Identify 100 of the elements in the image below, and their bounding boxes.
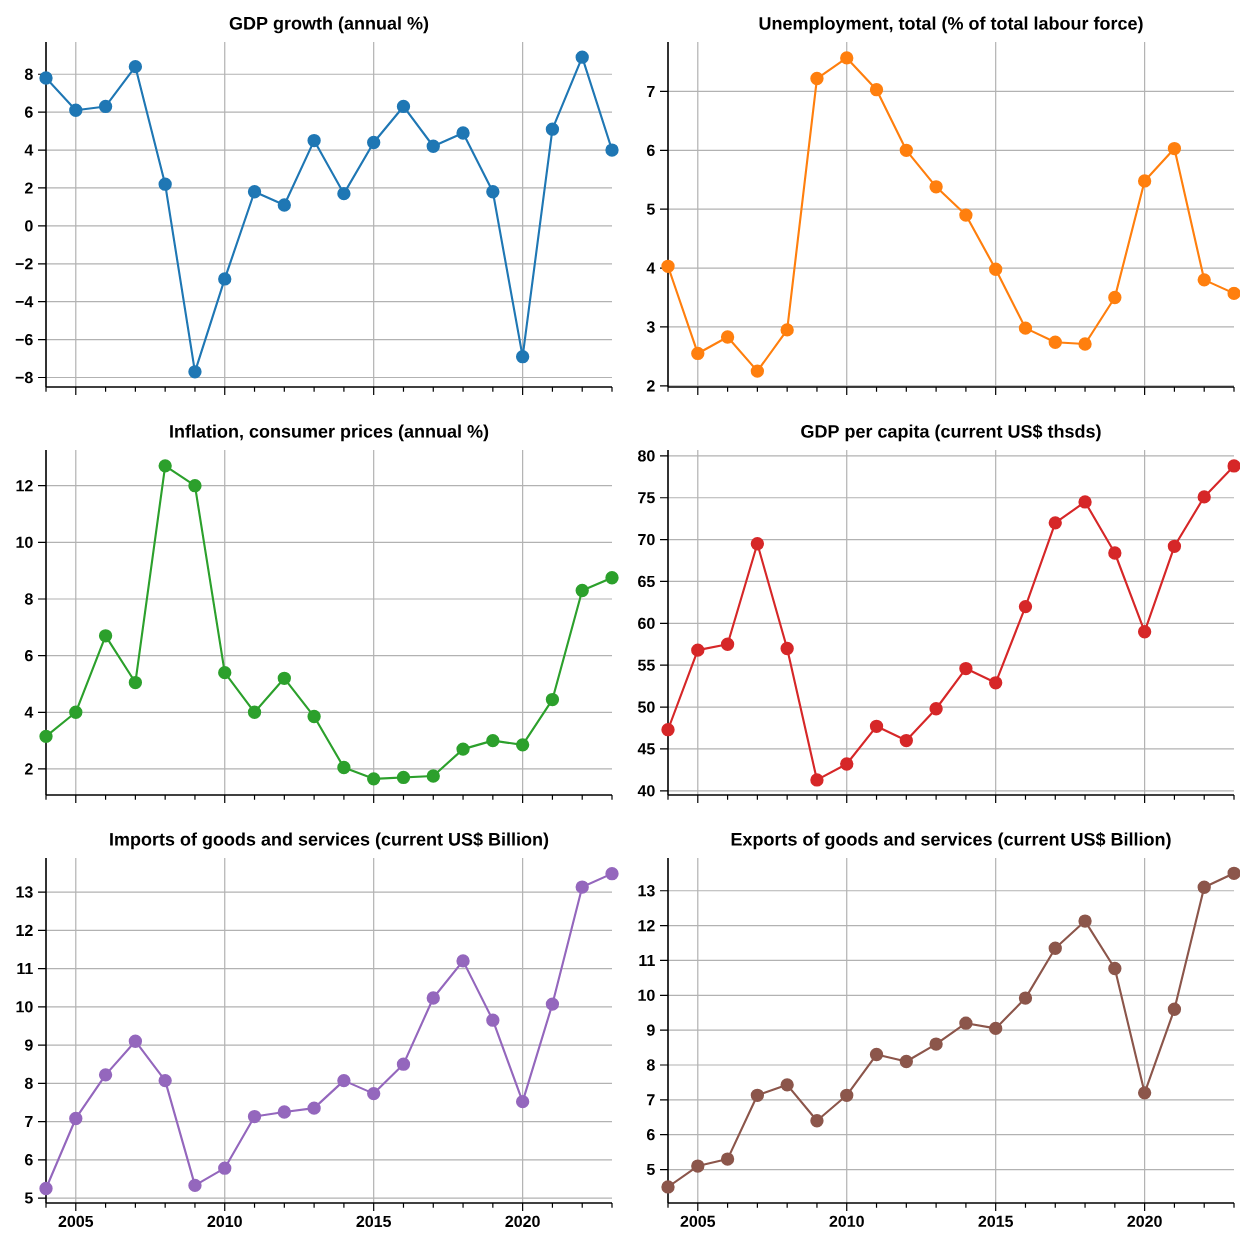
x-tick-label: 2005: [680, 1215, 716, 1228]
point: [158, 459, 172, 473]
point: [426, 991, 440, 1005]
point: [575, 583, 589, 598]
point: [869, 719, 884, 734]
point: [515, 738, 530, 752]
point: [720, 1152, 735, 1166]
y-tick-label: 13: [638, 885, 655, 897]
point: [1108, 546, 1122, 560]
y-tick-label: 0: [25, 220, 33, 232]
point: [691, 643, 705, 657]
point: [661, 259, 675, 273]
y-tick-label: 45: [637, 743, 655, 755]
point: [1167, 539, 1182, 553]
point: [456, 954, 470, 968]
point: [780, 641, 794, 656]
x-tick-label: 2010: [829, 1215, 864, 1228]
y-tick-label: 6: [24, 649, 33, 662]
point: [98, 1068, 113, 1082]
y-tick-label: 70: [638, 533, 655, 546]
point: [869, 83, 884, 97]
point: [69, 103, 83, 117]
x-tick-label: 2010: [207, 1215, 242, 1228]
point: [575, 50, 589, 64]
y-tick-label: 65: [638, 575, 655, 588]
point: [1108, 961, 1122, 976]
y-tick-label: 7: [25, 1116, 33, 1128]
point: [456, 742, 470, 756]
y-tick-label: 6: [24, 1154, 33, 1166]
point: [750, 364, 765, 378]
point: [750, 537, 765, 551]
point: [1137, 1086, 1152, 1100]
point: [396, 99, 411, 114]
point: [1137, 625, 1152, 639]
point: [959, 208, 973, 222]
x-tick-label: 2015: [978, 1215, 1014, 1228]
point: [247, 1109, 262, 1124]
point: [605, 867, 619, 881]
y-tick-label: 2: [24, 182, 33, 194]
point: [929, 180, 943, 194]
point: [1018, 321, 1033, 335]
point: [899, 143, 913, 157]
point: [545, 692, 560, 707]
point: [396, 770, 411, 785]
point: [247, 185, 262, 199]
point: [899, 1054, 913, 1069]
point: [840, 1088, 854, 1102]
y-tick-label: 7: [647, 1094, 655, 1106]
point: [1167, 1002, 1182, 1016]
point: [780, 1078, 794, 1092]
point: [158, 177, 172, 191]
chart-title: GDP per capita (current US$ thsds): [801, 424, 1101, 442]
point: [899, 733, 913, 748]
y-tick-label: 9: [24, 1039, 33, 1051]
point: [1048, 941, 1062, 955]
y-tick-label: 40: [637, 785, 655, 797]
y-tick-label: 60: [638, 617, 655, 629]
y-tick-label: 3: [646, 321, 655, 333]
y-tick-label: 10: [638, 989, 655, 1001]
y-tick-label: 2: [646, 380, 655, 392]
point: [337, 1073, 351, 1088]
point: [188, 479, 202, 493]
x-tick-label: 2020: [1127, 1215, 1162, 1228]
y-tick-label: 6: [646, 144, 655, 156]
point: [840, 757, 854, 771]
y-tick-label: 50: [638, 701, 655, 713]
x-tick-label: 2020: [505, 1215, 540, 1228]
point: [780, 323, 794, 337]
point: [277, 1105, 291, 1119]
point: [188, 365, 202, 379]
point: [367, 1086, 381, 1101]
y-tick-label: −2: [15, 258, 33, 270]
point: [929, 1037, 943, 1051]
y-tick-label: 13: [16, 886, 33, 898]
point: [307, 709, 321, 724]
point: [515, 1094, 530, 1109]
y-tick-label: 10: [16, 536, 33, 548]
point: [720, 637, 735, 651]
point: [426, 769, 440, 783]
point: [605, 143, 619, 157]
chart-title: GDP growth (annual %): [229, 16, 429, 34]
point: [661, 723, 675, 737]
y-tick-label: −6: [15, 333, 33, 346]
point: [661, 1180, 675, 1194]
point: [691, 346, 705, 361]
y-tick-label: 5: [646, 203, 655, 215]
y-tick-label: 12: [638, 920, 655, 932]
chart-title: Inflation, consumer prices (annual %): [170, 424, 489, 442]
point: [810, 71, 824, 86]
y-tick-label: 8: [24, 593, 33, 605]
point: [959, 1016, 973, 1030]
point: [307, 1101, 321, 1115]
point: [1197, 880, 1211, 894]
point: [989, 262, 1003, 276]
y-tick-label: 12: [16, 924, 33, 936]
chart-title: Unemployment, total (% of total labour force): [759, 16, 1143, 34]
y-tick-label: 55: [638, 659, 655, 671]
point: [1137, 174, 1152, 188]
point: [989, 676, 1003, 690]
y-tick-label: 11: [639, 954, 655, 966]
